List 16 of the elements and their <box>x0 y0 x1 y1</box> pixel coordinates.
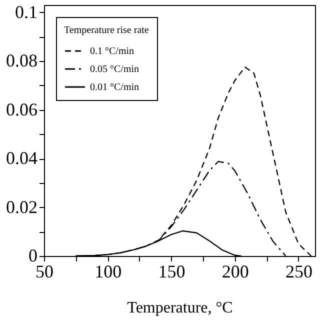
y-tick-label: 0 <box>28 246 38 266</box>
y-tick-label: 0.1 <box>15 2 38 22</box>
legend-label: 0.05 °C/min <box>90 64 140 75</box>
x-tick-label: 50 <box>36 262 54 282</box>
y-tick-label: 0.04 <box>6 148 38 168</box>
x-axis-title: Temperature, °C <box>127 300 233 316</box>
legend-label: 0.1 °C/min <box>90 46 134 57</box>
x-tick-label: 150 <box>158 262 186 282</box>
x-tick-label: 250 <box>285 262 312 282</box>
legend-label: 0.01 °C/min <box>90 82 140 93</box>
x-tick-label: 100 <box>94 262 122 282</box>
y-tick-label: 0.06 <box>6 99 38 120</box>
x-tick-label: 200 <box>222 262 249 282</box>
legend-title: Temperature rise rate <box>64 25 150 36</box>
y-tick-label: 0.02 <box>6 196 38 217</box>
y-tick-label: 0.08 <box>6 50 38 71</box>
